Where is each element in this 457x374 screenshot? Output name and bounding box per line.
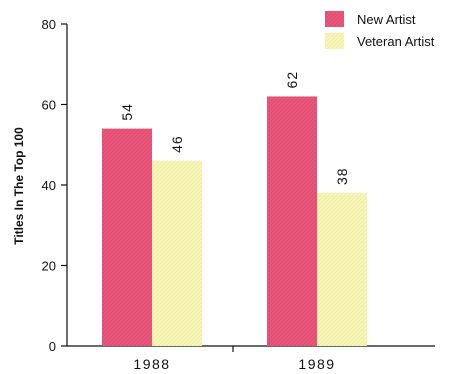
y-tick-label: 0 [49,339,56,354]
category-labels: 1988 1989 [133,356,335,372]
x-category-label: 1989 [298,356,335,372]
legend-swatch-veteran-artist [325,33,344,49]
y-tick-label: 20 [42,259,56,274]
bar-new-artist-1988 [102,128,152,346]
y-tick-label: 80 [42,17,56,32]
x-category-label: 1988 [133,356,170,372]
y-axis-title: Titles In The Top 100 [12,127,26,245]
bar-value-label: 46 [169,135,185,153]
bar-veteran-artist-1989 [317,193,367,346]
bar-value-label: 38 [334,167,350,185]
bar-veteran-artist-1988 [152,160,202,346]
y-tick-label: 60 [42,98,56,113]
legend-swatch-new-artist [325,11,344,27]
legend-label-veteran-artist: Veteran Artist [357,34,435,49]
y-ticks: 0 20 40 60 80 [42,17,67,354]
legend-label-new-artist: New Artist [357,12,416,27]
legend: New Artist Veteran Artist [325,11,435,49]
bar-new-artist-1989 [267,96,317,346]
bars: 54 46 62 38 [102,71,367,346]
y-tick-label: 40 [42,178,56,193]
bar-value-label: 62 [284,71,300,89]
bar-value-label: 54 [119,103,135,121]
